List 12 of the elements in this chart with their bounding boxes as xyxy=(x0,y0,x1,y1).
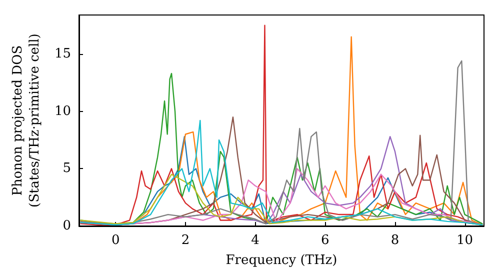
x-tick-label: 8 xyxy=(390,233,400,248)
y-tick-label: 0 xyxy=(62,218,71,234)
y-tick-label: 15 xyxy=(54,46,71,62)
y-axis-title: Phonon projected DOS (States/THz·primitive cell) xyxy=(10,33,43,208)
x-tick-label: 0 xyxy=(112,233,120,248)
x-tick-label: 10 xyxy=(456,233,474,248)
y-tick-label: 5 xyxy=(62,161,71,176)
x-axis-title: Frequency (THz) xyxy=(226,252,338,268)
y-tick-label: 10 xyxy=(54,104,71,119)
x-tick-label: 2 xyxy=(181,233,190,248)
x-tick-label: 4 xyxy=(251,233,260,248)
x-tick-label: 6 xyxy=(321,233,330,248)
